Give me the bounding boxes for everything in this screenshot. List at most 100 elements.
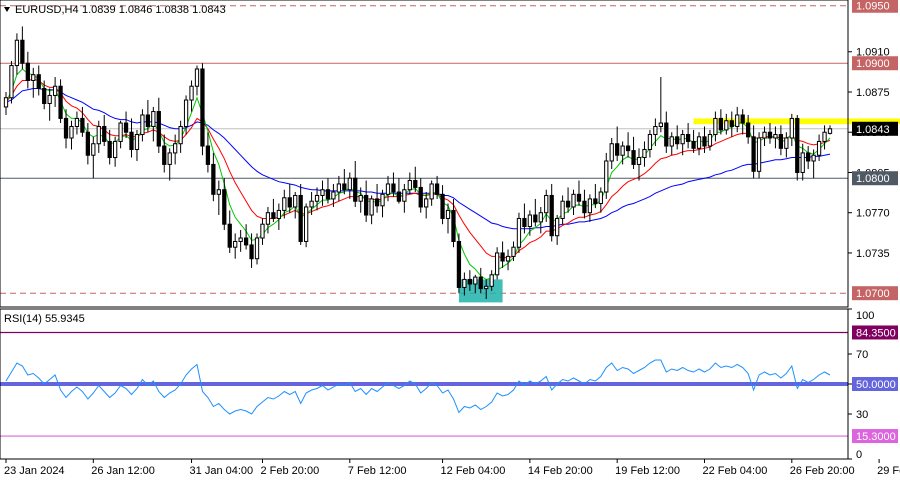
candle (664, 111, 669, 153)
candle (593, 183, 598, 209)
candle (740, 109, 745, 135)
candle (615, 126, 620, 161)
current-price-tag-label: 1.0843 (856, 124, 890, 136)
candle-body-bull (238, 237, 243, 242)
candle (342, 169, 347, 195)
candle-body-bull (735, 114, 740, 127)
candle (505, 249, 511, 271)
time-tick-label: 23 Jan 2024 (4, 465, 65, 477)
candle (636, 148, 642, 181)
candle-body-bull (260, 223, 265, 239)
candle-body-bull (369, 198, 374, 216)
candle-body-bull (762, 131, 767, 139)
candle-body-bear (85, 131, 90, 156)
candle-body-bull (707, 134, 713, 147)
candle-body-bear (162, 145, 167, 165)
candle (702, 126, 707, 153)
candle-body-bull (811, 154, 816, 162)
candle-body-bull (52, 85, 58, 96)
candle-body-bull (555, 217, 560, 237)
candle-body-bull (620, 145, 625, 156)
candle-body-bull (233, 240, 238, 248)
level-tag-bg (852, 56, 898, 71)
candle-body-bull (489, 274, 494, 287)
symbol-label: EURUSD,H4 (15, 4, 79, 16)
candle (609, 137, 614, 170)
candle-body-bear (593, 198, 598, 205)
candle (658, 77, 663, 133)
candle (260, 218, 265, 245)
candle-body-bear (418, 186, 423, 208)
candle-body-bull (713, 117, 718, 136)
candle (685, 123, 691, 149)
candle-body-bear (631, 150, 636, 165)
candle-body-bull (276, 209, 281, 219)
candle-body-bear (145, 114, 151, 127)
candle (36, 65, 41, 96)
candle (429, 180, 434, 206)
candle (287, 183, 292, 213)
candle (227, 210, 232, 253)
candle-body-bull (696, 136, 702, 149)
candle-body-bull (96, 125, 101, 145)
candle (238, 229, 243, 252)
rsi-level-tag-bg (852, 325, 898, 340)
price-tick-label: 1.0910 (856, 47, 890, 59)
candle-body-bear (691, 140, 696, 149)
candle (822, 125, 827, 150)
candle-body-bull (113, 140, 118, 159)
candle-body-bear (478, 276, 483, 290)
candle-body-bear (222, 189, 227, 225)
candle (391, 172, 396, 197)
rsi-level-tag-label: 15.3000 (856, 431, 896, 443)
candle (69, 120, 74, 150)
candle-body-bull (505, 255, 511, 262)
candle-body-bear (325, 189, 331, 200)
candle (800, 143, 805, 181)
candle (440, 185, 445, 225)
candle (243, 224, 249, 250)
candle (189, 80, 194, 112)
chart-header: EURUSD,H4 1.0839 1.0846 1.0838 1.0843 (4, 4, 226, 16)
candle (374, 183, 380, 213)
time-tick-label: 26 Feb 20:00 (790, 465, 855, 477)
candle (96, 120, 101, 153)
price-panel[interactable] (0, 0, 900, 308)
time-tick-label: 7 Feb 12:00 (348, 465, 407, 477)
candle-body-bull (642, 148, 647, 159)
candle-body-bull (293, 194, 298, 208)
candle (200, 63, 205, 156)
triangle-down-icon[interactable] (4, 7, 10, 12)
candle-body-bear (533, 214, 538, 223)
candle-body-bear (211, 163, 216, 195)
candle (631, 136, 636, 170)
candle (680, 129, 685, 156)
candle-body-bull (653, 125, 658, 136)
candle (3, 91, 9, 115)
candle (42, 80, 47, 110)
candle (424, 192, 429, 219)
candle-body-bull (282, 197, 287, 211)
candle (314, 187, 320, 211)
candle (413, 166, 418, 193)
candle-body-bull (331, 191, 336, 200)
candle (778, 125, 784, 156)
candle-body-bull (604, 160, 609, 193)
candle-body-bear (751, 136, 756, 172)
candle (533, 198, 538, 227)
candle (484, 279, 489, 299)
candle (445, 203, 451, 234)
candle-body-bull (511, 246, 516, 257)
candle (331, 183, 336, 207)
candle-body-bear (353, 177, 358, 202)
candle-body-bull (91, 143, 96, 156)
candle-body-bull (9, 65, 14, 99)
candle (364, 180, 369, 222)
candle-body-bear (342, 183, 347, 191)
candle (20, 26, 25, 69)
candle-body-bear (549, 194, 554, 237)
price-axis[interactable]: 1.09101.08751.08401.08051.07701.07351.09… (848, 0, 898, 301)
time-axis[interactable]: 23 Jan 2024 26 Jan 12:00 31 Jan 04:00 2 Feb… (4, 459, 900, 477)
